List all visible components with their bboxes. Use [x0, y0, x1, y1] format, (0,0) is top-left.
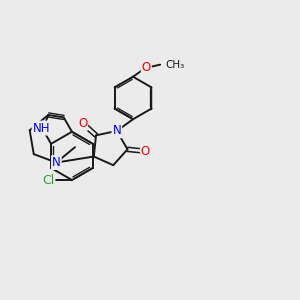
Text: N: N [52, 156, 61, 169]
Text: CH₃: CH₃ [165, 60, 184, 70]
Text: N: N [112, 124, 121, 137]
Text: O: O [141, 145, 150, 158]
Text: O: O [142, 61, 151, 74]
Text: NH: NH [33, 122, 50, 134]
Text: O: O [78, 117, 87, 130]
Text: Cl: Cl [42, 173, 54, 187]
